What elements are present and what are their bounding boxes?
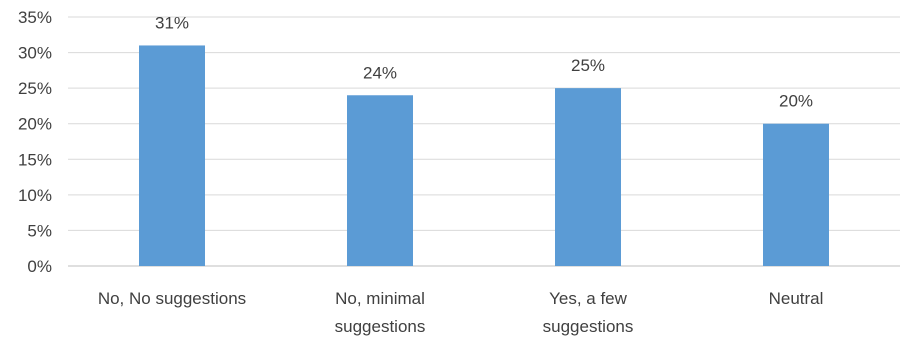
- category-label-line: suggestions: [335, 317, 426, 336]
- category-label: No, minimal suggestions: [335, 289, 426, 336]
- data-label: 20%: [779, 92, 813, 111]
- category-label-line: Yes, a few: [549, 289, 628, 308]
- bar: [763, 123, 829, 266]
- y-axis-ticks: 0% 5% 10% 15% 20% 25% 30% 35%: [18, 8, 52, 276]
- bar: [555, 88, 621, 267]
- bar: [139, 45, 205, 267]
- category-label: Yes, a few suggestions: [543, 289, 634, 336]
- y-tick-label: 30%: [18, 44, 52, 63]
- data-label: 24%: [363, 63, 397, 82]
- data-label: 25%: [571, 56, 605, 75]
- y-tick-label: 35%: [18, 8, 52, 27]
- data-label: 31%: [155, 13, 189, 32]
- y-tick-label: 10%: [18, 186, 52, 205]
- y-tick-label: 20%: [18, 115, 52, 134]
- category-label-line: Neutral: [769, 289, 824, 308]
- y-tick-label: 5%: [27, 221, 52, 240]
- data-labels: 31% 24% 25% 20%: [155, 13, 813, 110]
- category-label-line: suggestions: [543, 317, 634, 336]
- y-tick-label: 0%: [27, 257, 52, 276]
- x-axis-categories: No, No suggestions No, minimal suggestions…: [98, 289, 824, 336]
- category-label: Neutral: [769, 289, 824, 308]
- y-tick-label: 25%: [18, 79, 52, 98]
- y-tick-label: 15%: [18, 150, 52, 169]
- gridlines: [68, 16, 900, 267]
- category-label-line: No, minimal: [335, 289, 425, 308]
- bars: [139, 45, 829, 267]
- bar: [347, 95, 413, 266]
- category-label: No, No suggestions: [98, 289, 246, 308]
- category-label-line: No, No suggestions: [98, 289, 246, 308]
